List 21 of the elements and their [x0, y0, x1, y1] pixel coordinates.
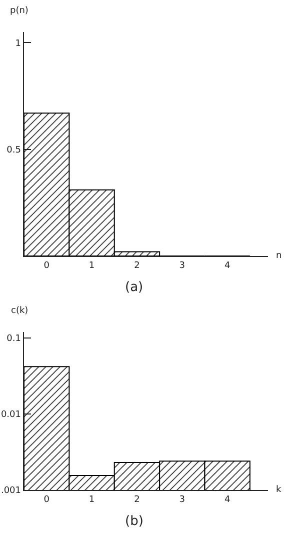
x-tick-label: 4 — [224, 495, 230, 505]
y-axis-title: c(k) — [11, 306, 28, 316]
x-tick-label: 3 — [179, 261, 186, 271]
x-axis-title: k — [276, 485, 282, 495]
x-tick-label: 0 — [44, 261, 50, 271]
x-axis-title: n — [276, 251, 282, 261]
x-tick-label: 2 — [134, 495, 140, 505]
text: (a) — [125, 280, 144, 295]
x-tick-label: 4 — [224, 261, 230, 271]
y-axis-title: p(n) — [10, 6, 28, 16]
x-tick-label: 3 — [179, 495, 186, 505]
text: (b) — [125, 514, 144, 529]
y-tick-label: 0.5 — [6, 145, 21, 156]
y-tick-label: 0.01 — [0, 410, 21, 420]
x-tick-label: 0 — [44, 495, 50, 505]
x-tick-label: 1 — [88, 261, 95, 271]
y-tick-label: 0.1 — [6, 334, 21, 344]
x-tick-label: 1 — [88, 495, 95, 505]
y-tick-label: 1 — [15, 38, 21, 49]
x-tick-label: 2 — [134, 261, 140, 271]
y-tick-label: .001 — [0, 486, 21, 496]
